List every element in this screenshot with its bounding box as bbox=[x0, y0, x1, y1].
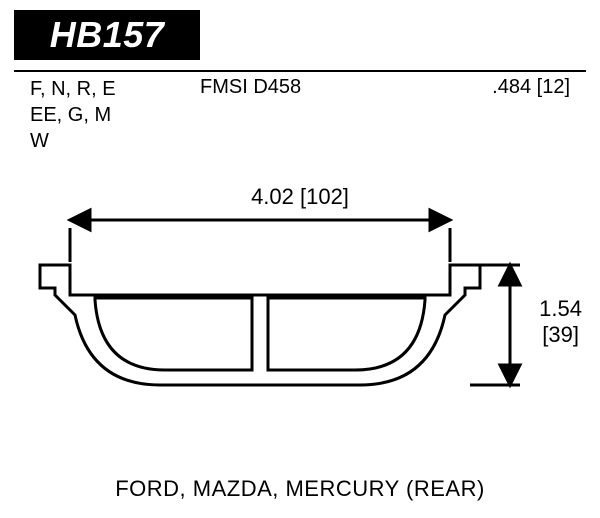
brake-pad-diagram bbox=[0, 170, 600, 470]
height-dimension-label: 1.54 [39] bbox=[539, 296, 582, 348]
header-divider bbox=[14, 70, 586, 72]
part-number-badge: HB157 bbox=[14, 10, 200, 60]
height-arrow bbox=[470, 265, 520, 385]
height-mm: [39] bbox=[542, 322, 579, 347]
compounds-line3: W bbox=[30, 130, 49, 152]
height-inches: 1.54 bbox=[539, 296, 582, 321]
compounds-line2: EE, G, M bbox=[30, 104, 111, 126]
width-arrow bbox=[70, 210, 450, 262]
part-number: HB157 bbox=[50, 14, 165, 56]
compounds-line1: F, N, R, E bbox=[30, 78, 116, 100]
applications-label: FORD, MAZDA, MERCURY (REAR) bbox=[0, 476, 600, 502]
thickness-spec: .484 [12] bbox=[492, 76, 570, 99]
fmsi-code: FMSI D458 bbox=[200, 76, 301, 99]
compounds-list: F, N, R, E EE, G, M W bbox=[30, 76, 116, 154]
pad-outline bbox=[40, 265, 480, 385]
